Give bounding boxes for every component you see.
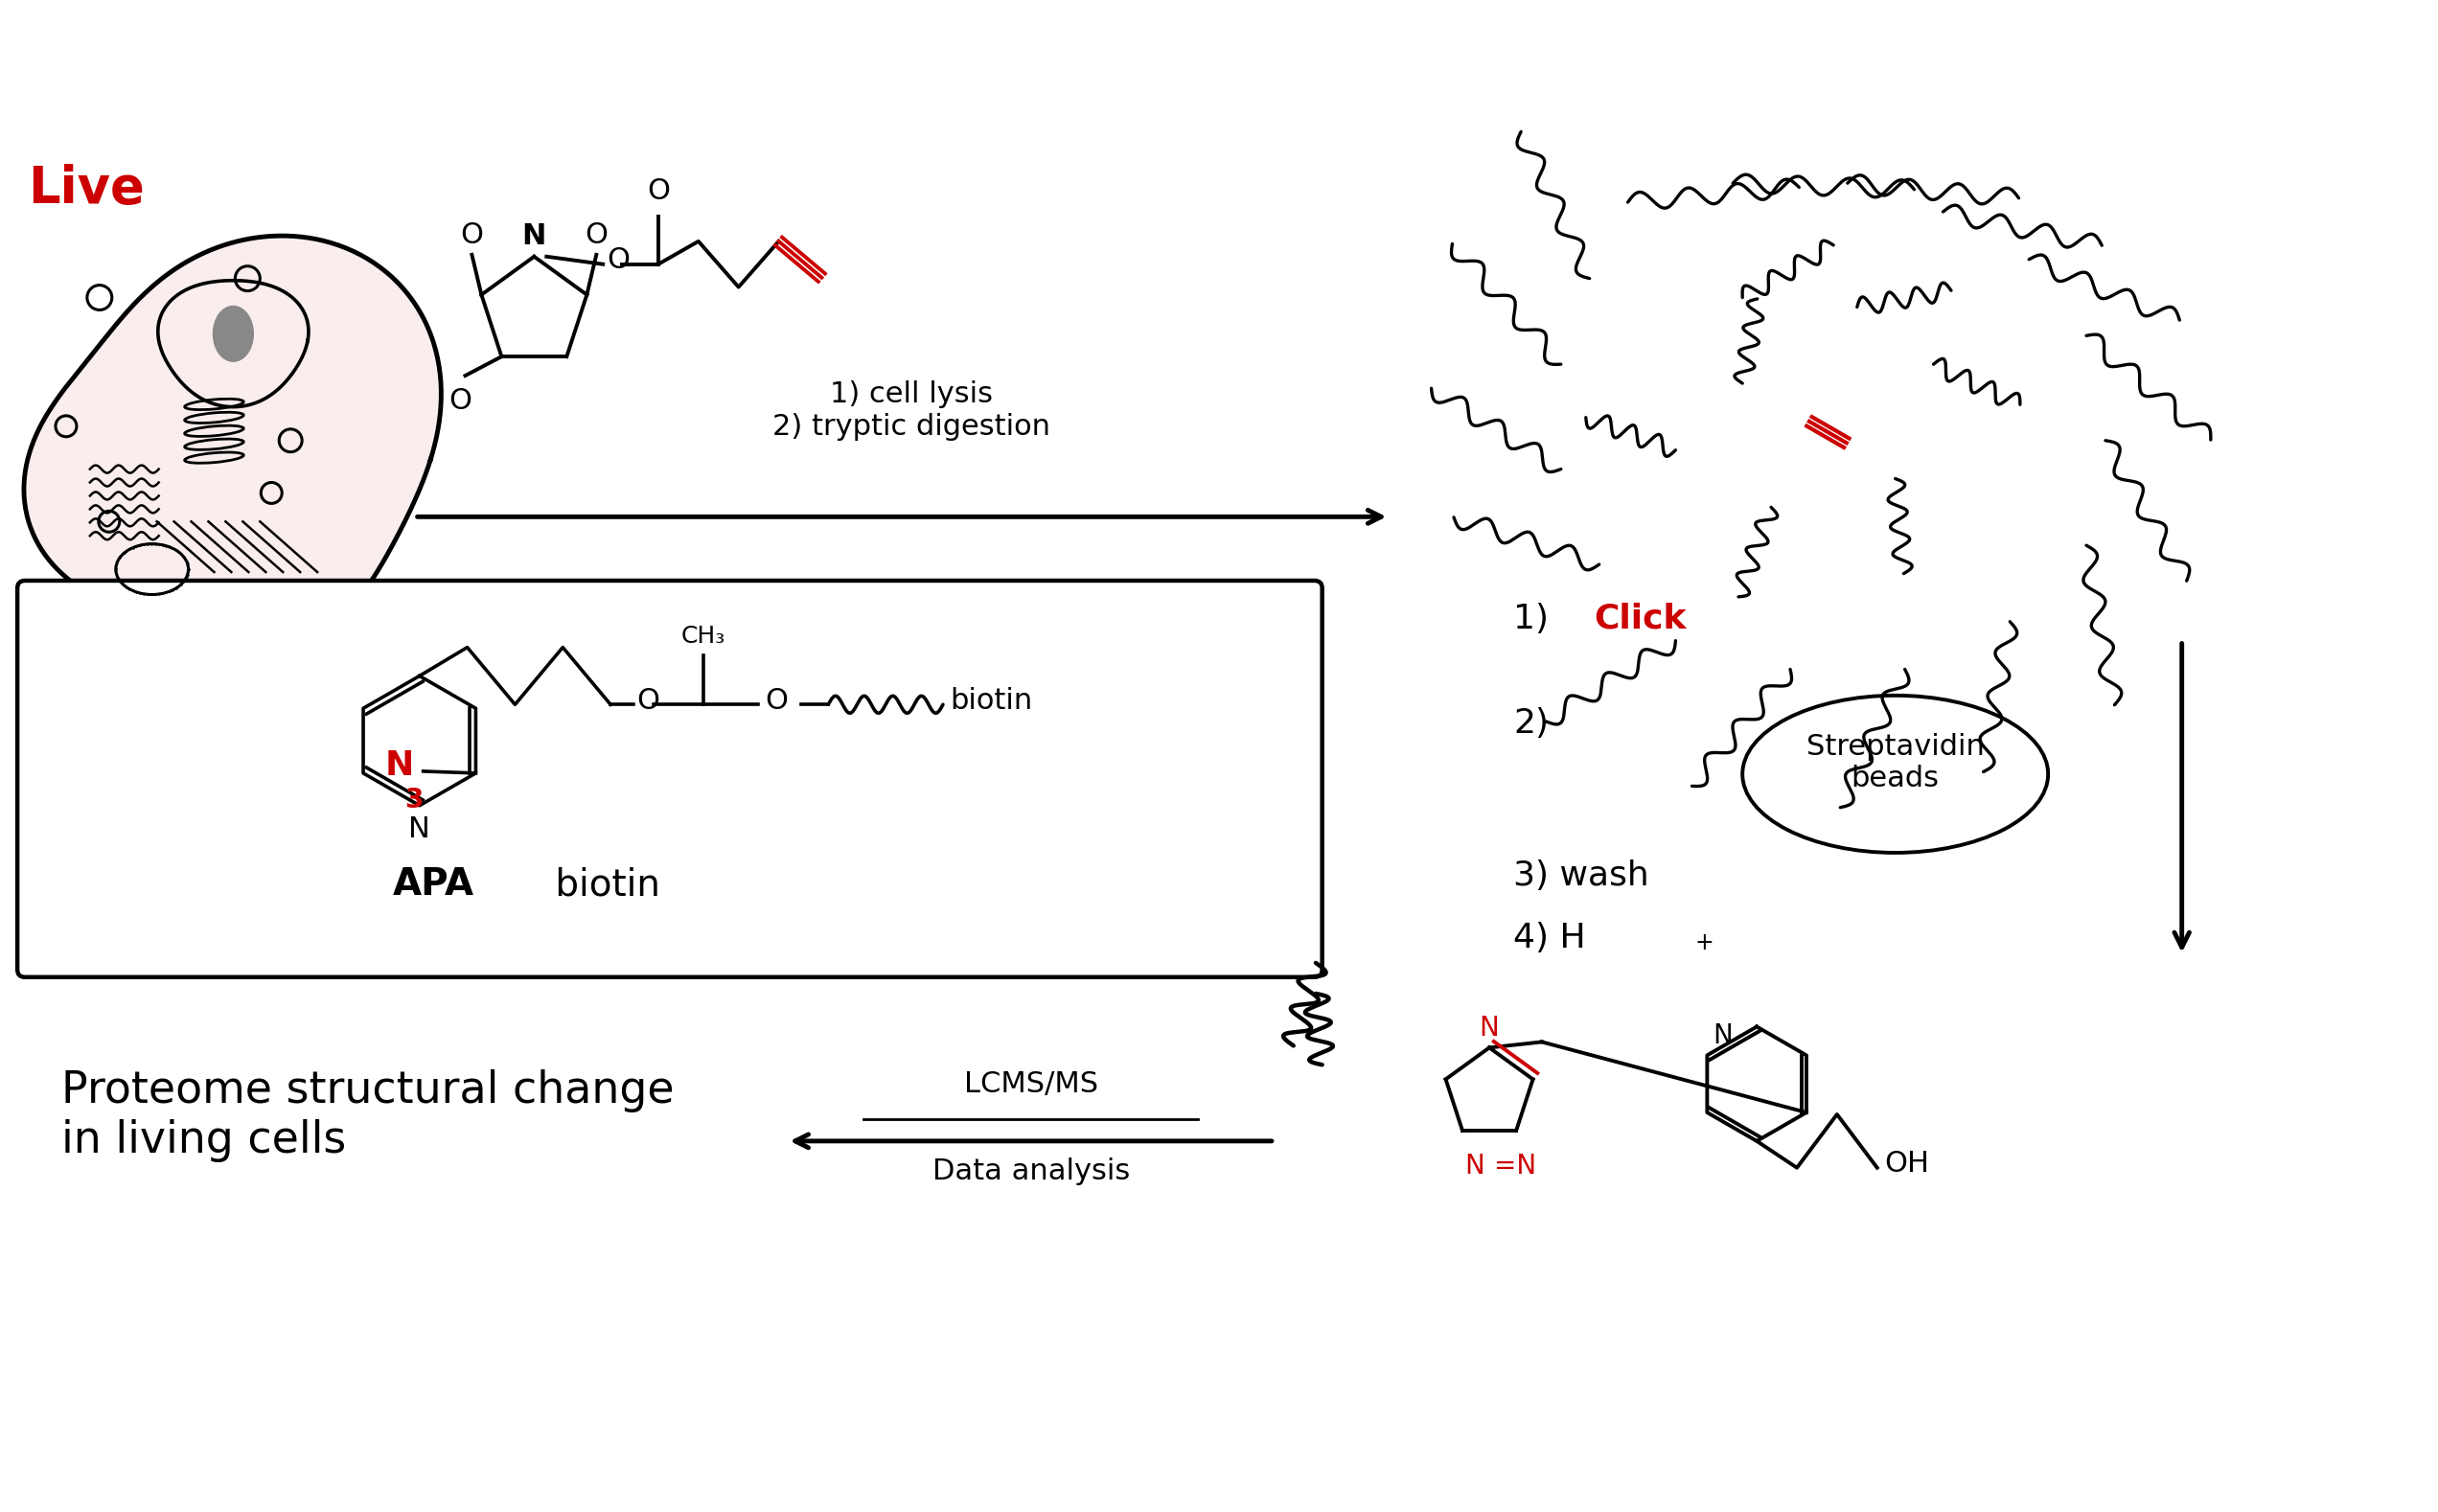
Text: 3) wash: 3) wash bbox=[1514, 860, 1648, 892]
Text: O: O bbox=[766, 686, 787, 715]
Text: N: N bbox=[385, 750, 414, 782]
Ellipse shape bbox=[212, 305, 254, 361]
Text: OH: OH bbox=[1885, 1151, 1931, 1178]
Text: =N: =N bbox=[1494, 1152, 1536, 1179]
Polygon shape bbox=[158, 281, 310, 407]
Text: 1) cell lysis
2) tryptic digestion: 1) cell lysis 2) tryptic digestion bbox=[773, 381, 1051, 440]
FancyBboxPatch shape bbox=[17, 581, 1321, 977]
Text: N: N bbox=[1465, 1152, 1485, 1179]
Text: 2): 2) bbox=[1514, 708, 1548, 739]
Text: LCMS/MS: LCMS/MS bbox=[963, 1070, 1097, 1098]
Text: O: O bbox=[636, 686, 658, 715]
Text: biotin: biotin bbox=[544, 866, 661, 903]
Text: Click: Click bbox=[1594, 603, 1687, 635]
Text: Live: Live bbox=[27, 165, 144, 213]
Text: O: O bbox=[646, 177, 670, 206]
Text: Proteome structural change
in living cells: Proteome structural change in living cel… bbox=[61, 1069, 675, 1163]
Text: Data analysis: Data analysis bbox=[931, 1157, 1129, 1185]
Text: biotin: biotin bbox=[951, 686, 1031, 715]
Text: N: N bbox=[1480, 1015, 1499, 1042]
Text: O: O bbox=[449, 387, 473, 414]
Text: +: + bbox=[1694, 931, 1714, 954]
Text: O: O bbox=[607, 246, 629, 274]
Text: O: O bbox=[461, 221, 483, 249]
Text: O: O bbox=[585, 221, 607, 249]
Text: CH₃: CH₃ bbox=[680, 624, 727, 647]
Text: N: N bbox=[410, 815, 432, 842]
Text: 4) H: 4) H bbox=[1514, 922, 1585, 954]
Text: N: N bbox=[1714, 1022, 1733, 1049]
Polygon shape bbox=[24, 236, 441, 653]
Text: APA: APA bbox=[393, 866, 475, 903]
Text: N: N bbox=[522, 222, 546, 249]
Text: Streptavidin
beads: Streptavidin beads bbox=[1807, 733, 1985, 792]
Text: 1): 1) bbox=[1514, 603, 1560, 635]
Text: 3: 3 bbox=[405, 786, 422, 813]
